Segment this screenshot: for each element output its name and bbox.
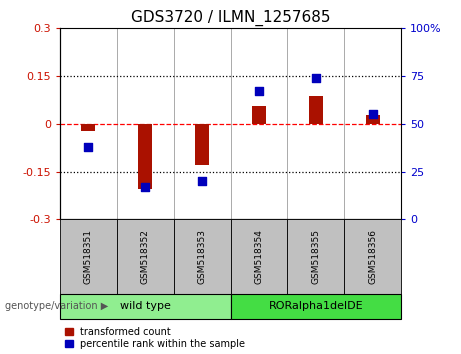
Bar: [287, 219, 344, 294]
Bar: [344, 219, 401, 294]
Point: [312, 75, 319, 81]
Bar: [81, 124, 95, 131]
Point: [255, 88, 263, 94]
Bar: [230, 294, 401, 319]
Text: GSM518355: GSM518355: [311, 229, 320, 284]
Title: GDS3720 / ILMN_1257685: GDS3720 / ILMN_1257685: [131, 9, 330, 25]
Bar: [117, 219, 174, 294]
Bar: [230, 219, 287, 294]
Text: genotype/variation ▶: genotype/variation ▶: [5, 301, 108, 311]
Legend: transformed count, percentile rank within the sample: transformed count, percentile rank withi…: [65, 327, 245, 349]
Text: GSM518351: GSM518351: [84, 229, 93, 284]
Bar: [252, 106, 266, 124]
Point: [85, 144, 92, 150]
Point: [369, 112, 376, 117]
Text: wild type: wild type: [120, 301, 171, 311]
Bar: [60, 294, 230, 319]
Bar: [309, 96, 323, 124]
Point: [142, 184, 149, 190]
Text: GSM518354: GSM518354: [254, 229, 263, 284]
Text: GSM518356: GSM518356: [368, 229, 377, 284]
Bar: [60, 219, 117, 294]
Text: GSM518353: GSM518353: [198, 229, 207, 284]
Text: GSM518352: GSM518352: [141, 229, 150, 284]
Bar: [138, 124, 152, 189]
Bar: [174, 219, 230, 294]
Point: [198, 178, 206, 184]
Bar: [195, 124, 209, 165]
Bar: [366, 115, 380, 124]
Text: RORalpha1delDE: RORalpha1delDE: [268, 301, 363, 311]
